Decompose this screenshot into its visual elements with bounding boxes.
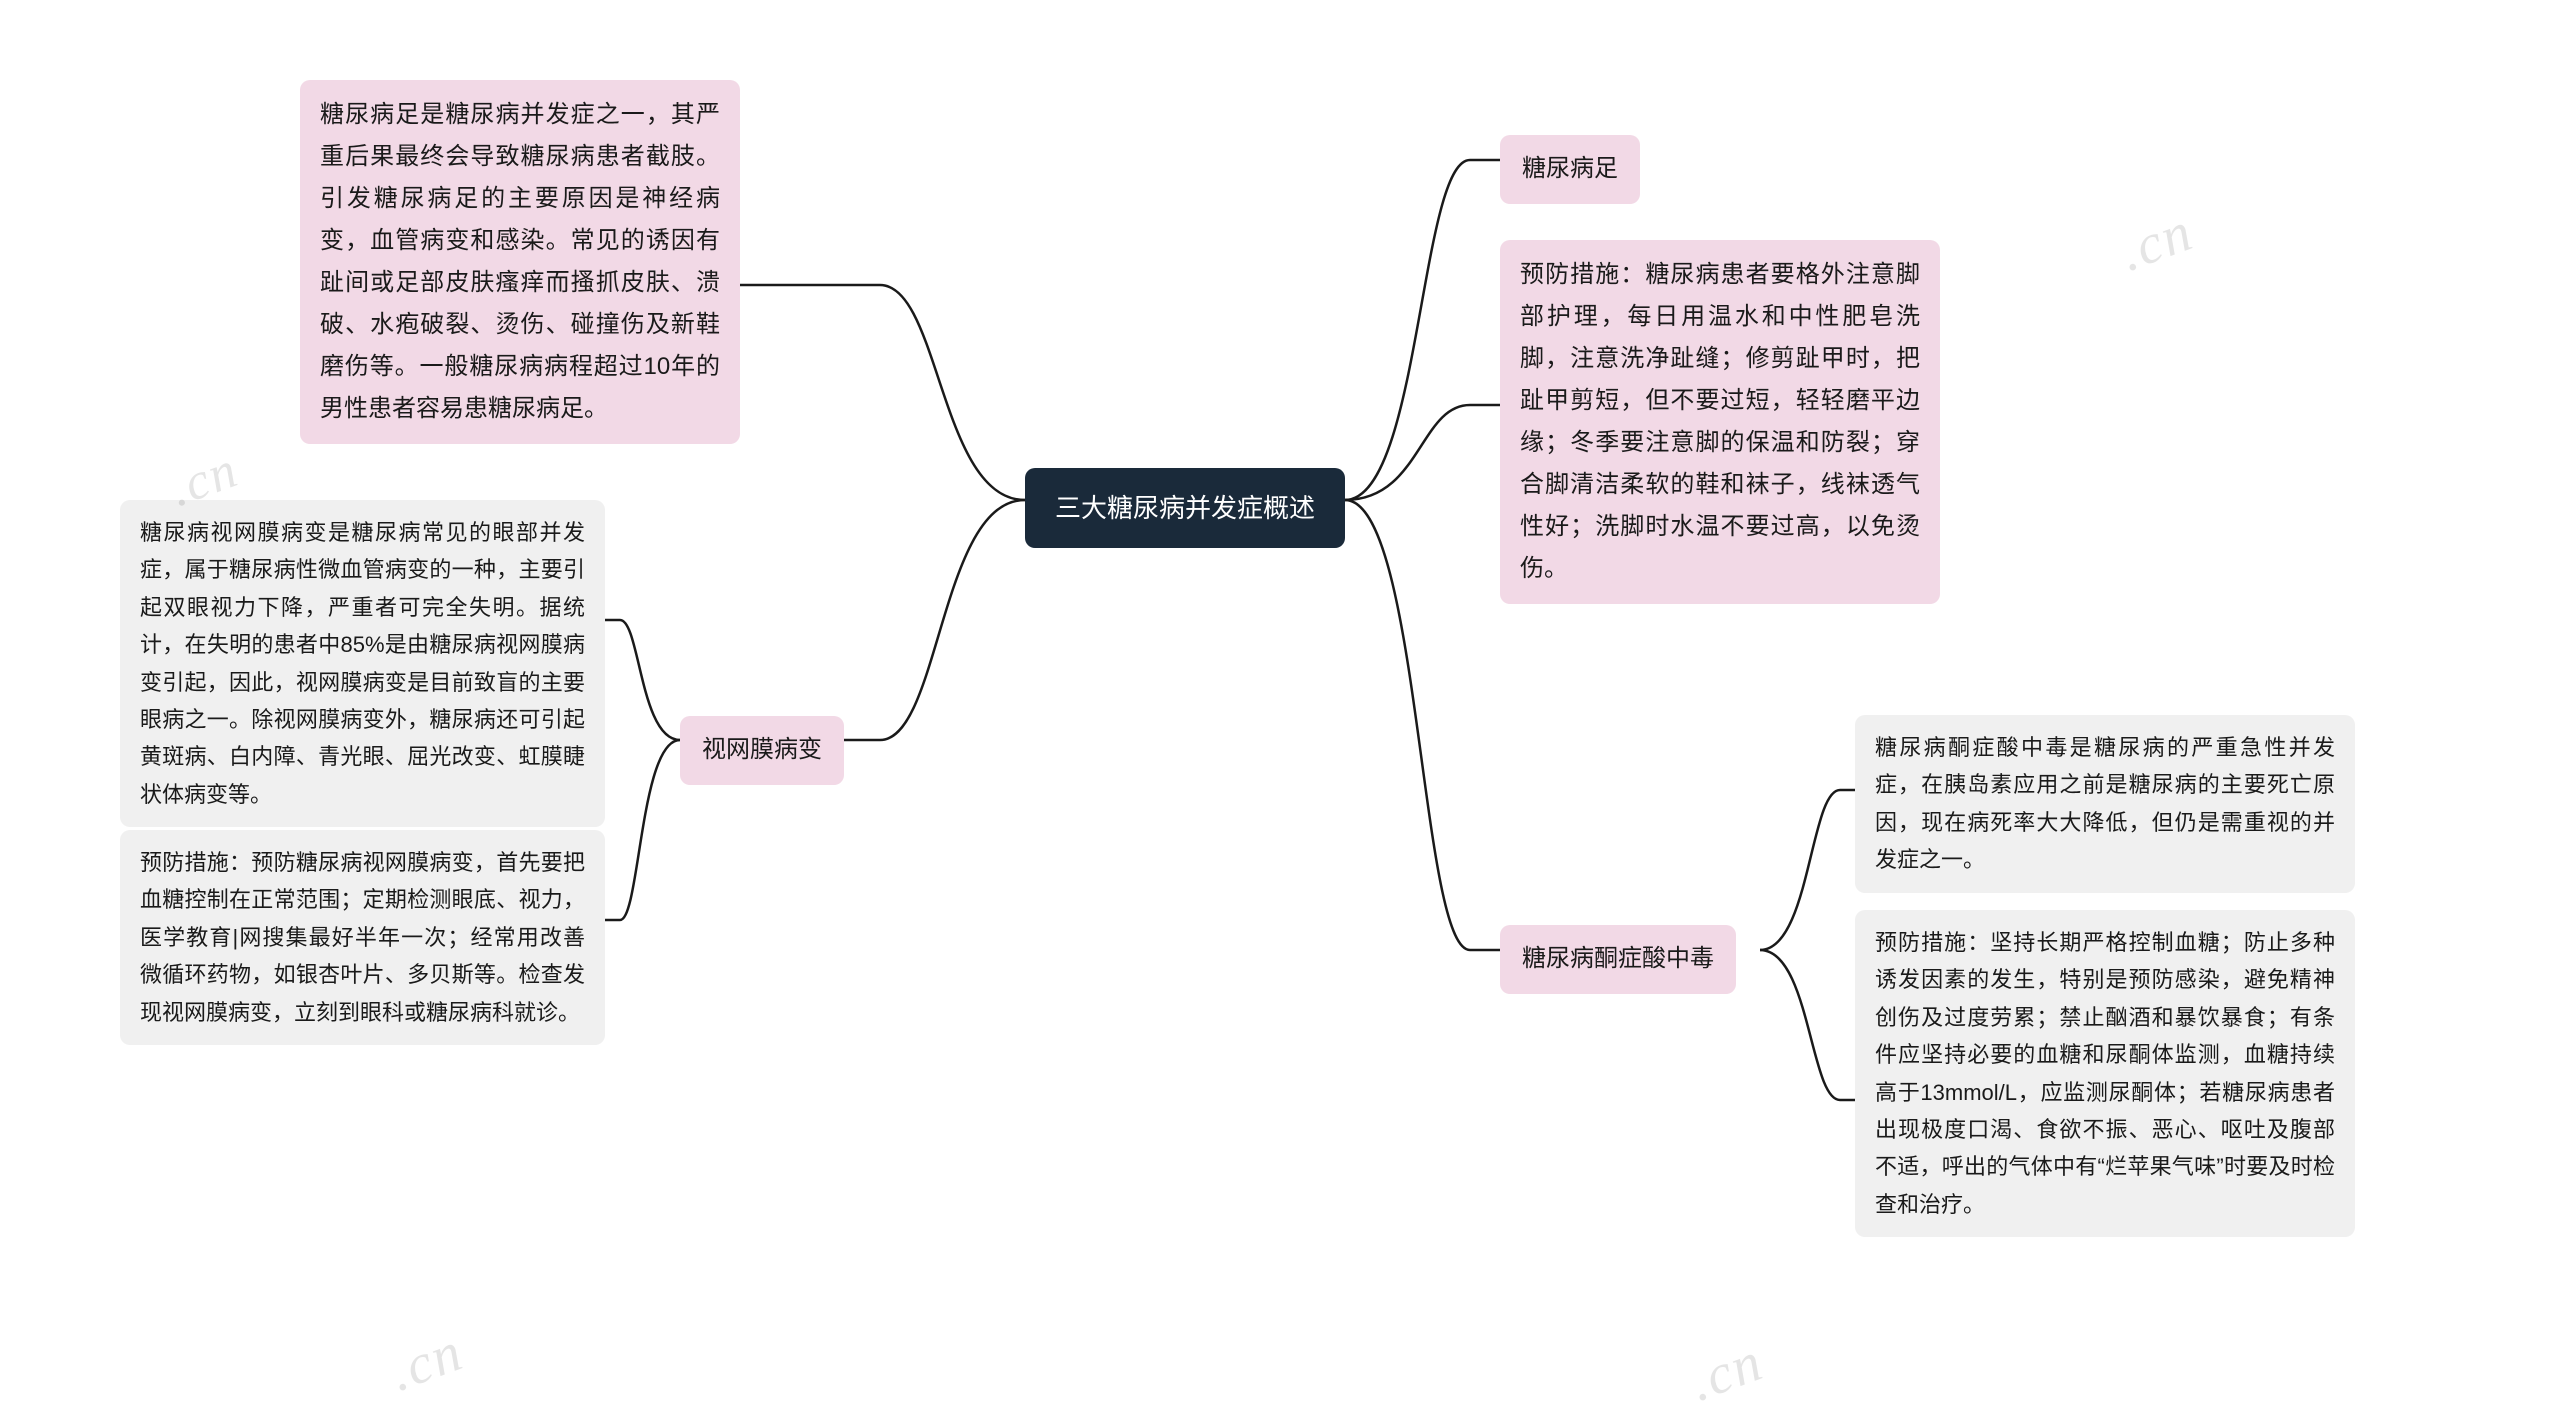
retina-category: 视网膜病变: [680, 716, 844, 785]
keto-label: 糖尿病酮症酸中毒: [1522, 945, 1714, 972]
watermark-3: .cn: [381, 1319, 471, 1404]
foot-prevent: 预防措施：糖尿病患者要格外注意脚部护理，每日用温水和中性肥皂洗脚，注意洗净趾缝；…: [1500, 240, 1940, 604]
keto-category: 糖尿病酮症酸中毒: [1500, 925, 1736, 994]
root-label: 三大糖尿病并发症概述: [1055, 493, 1315, 523]
watermark-4: .cn: [1681, 1329, 1771, 1414]
retina-prevent-text: 预防措施：预防糖尿病视网膜病变，首先要把血糖控制在正常范围；定期检测眼底、视力，…: [140, 850, 585, 1025]
retina-label: 视网膜病变: [702, 736, 822, 763]
keto-desc: 糖尿病酮症酸中毒是糖尿病的严重急性并发症，在胰岛素应用之前是糖尿病的主要死亡原因…: [1855, 715, 2355, 893]
root-node: 三大糖尿病并发症概述: [1025, 468, 1345, 548]
watermark-1: .cn: [2111, 199, 2201, 284]
keto-prevent-text: 预防措施：坚持长期严格控制血糖；防止多种诱发因素的发生，特别是预防感染，避免精神…: [1875, 930, 2335, 1217]
retina-desc-text: 糖尿病视网膜病变是糖尿病常见的眼部并发症，属于糖尿病性微血管病变的一种，主要引起…: [140, 520, 585, 807]
left-top-detail: 糖尿病足是糖尿病并发症之一，其严重后果最终会导致糖尿病患者截肢。引发糖尿病足的主…: [300, 80, 740, 444]
foot-prevent-text: 预防措施：糖尿病患者要格外注意脚部护理，每日用温水和中性肥皂洗脚，注意洗净趾缝；…: [1520, 261, 1920, 582]
retina-prevent: 预防措施：预防糖尿病视网膜病变，首先要把血糖控制在正常范围；定期检测眼底、视力，…: [120, 830, 605, 1045]
left-top-detail-text: 糖尿病足是糖尿病并发症之一，其严重后果最终会导致糖尿病患者截肢。引发糖尿病足的主…: [320, 101, 720, 422]
retina-desc: 糖尿病视网膜病变是糖尿病常见的眼部并发症，属于糖尿病性微血管病变的一种，主要引起…: [120, 500, 605, 827]
keto-prevent: 预防措施：坚持长期严格控制血糖；防止多种诱发因素的发生，特别是预防感染，避免精神…: [1855, 910, 2355, 1237]
foot-category: 糖尿病足: [1500, 135, 1640, 204]
keto-desc-text: 糖尿病酮症酸中毒是糖尿病的严重急性并发症，在胰岛素应用之前是糖尿病的主要死亡原因…: [1875, 735, 2335, 872]
foot-label: 糖尿病足: [1522, 155, 1618, 182]
